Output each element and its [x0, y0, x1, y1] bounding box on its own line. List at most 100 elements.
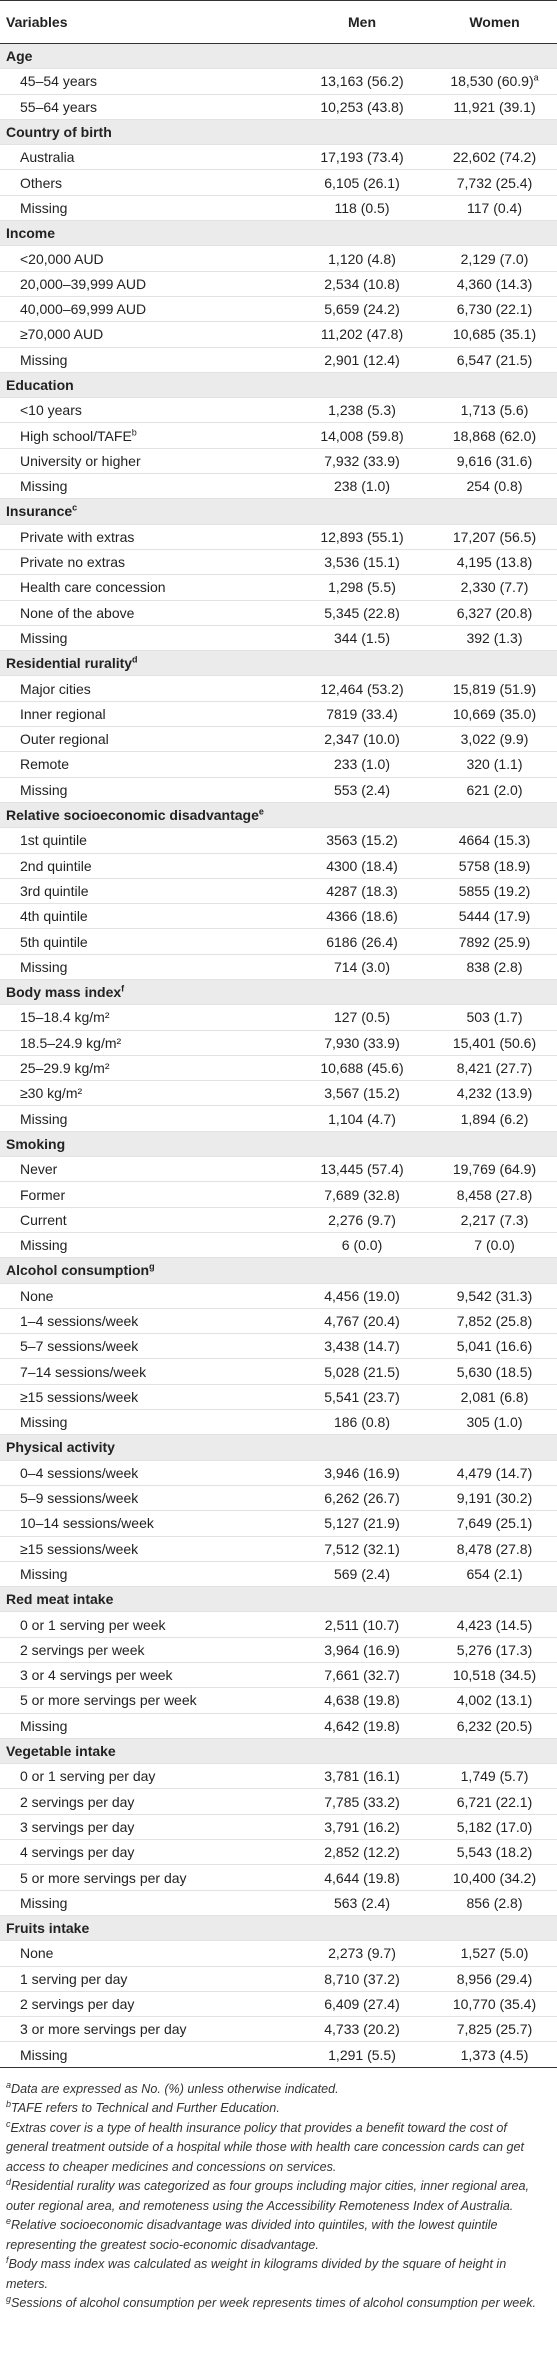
- cell: 563 (2.4): [292, 1890, 432, 1916]
- row-label: 3 servings per day: [0, 1814, 292, 1841]
- data-row: Former 7,689 (32.8) 8,458 (27.8): [0, 1181, 557, 1208]
- cell: 1,120 (4.8): [292, 245, 432, 272]
- cell-text: 621 (2.0): [466, 781, 523, 798]
- row-label: Missing: [0, 1232, 292, 1259]
- data-row: 2 servings per day 6,409 (27.4) 10,770 (35…: [0, 1991, 557, 2018]
- row-label: Current: [0, 1207, 292, 1233]
- row-label: 25–29.9 kg/m²: [0, 1055, 292, 1082]
- cell-text: 0–4 sessions/week: [20, 1464, 139, 1481]
- cell-text: 2,273 (9.7): [328, 1945, 396, 1962]
- cell-text: 4,733 (20.2): [324, 2021, 400, 2038]
- cell-text: 238 (1.0): [333, 478, 391, 495]
- cell-text: 15,819 (51.9): [452, 680, 537, 697]
- cell-text: 5 or more servings per day: [20, 1869, 187, 1886]
- cell-text: 2 servings per week: [20, 1641, 145, 1658]
- cell-text: 55–64 years: [20, 98, 98, 115]
- cell-text: Outer regional: [20, 731, 109, 748]
- cell: 3,946 (16.9): [292, 1460, 432, 1486]
- cell: 5,630 (18.5): [432, 1358, 557, 1385]
- cell-text: 1,373 (4.5): [460, 2046, 529, 2063]
- data-row: Missing 2,901 (12.4) 6,547 (21.5): [0, 347, 557, 373]
- table-body: Age 45–54 years 13,163 (56.2) 18,530 (60.9)…: [0, 43, 557, 2068]
- data-row: Inner regional 7819 (33.4) 10,669 (35.0): [0, 701, 557, 728]
- cell-text: 6,730 (22.1): [456, 301, 533, 318]
- cell: 7819 (33.4): [292, 701, 432, 728]
- cell-text: 4,642 (19.8): [324, 1717, 400, 1734]
- column-header: Variables: [0, 0, 292, 44]
- cell-text: Missing: [20, 1237, 68, 1254]
- cell-text: 4,479 (14.7): [456, 1464, 533, 1481]
- footnote-mark: f: [121, 983, 125, 994]
- cell: 18,868 (62.0): [432, 422, 557, 449]
- section-row: Insurancec: [0, 498, 557, 525]
- cell: 5444 (17.9): [432, 903, 557, 930]
- cell: 1,373 (4.5): [432, 2041, 557, 2068]
- cell: 305 (1.0): [432, 1409, 557, 1436]
- cell-text: 6,327 (20.8): [456, 604, 533, 621]
- cell: 4,002 (13.1): [432, 1687, 557, 1714]
- cell-text: 5,630 (18.5): [456, 1363, 533, 1380]
- cell-text: 5444 (17.9): [458, 908, 531, 925]
- footnote-text: Residential rurality was categorized as …: [6, 2179, 530, 2213]
- cell-text: 7,785 (33.2): [324, 1793, 400, 1810]
- cell: 12,464 (53.2): [292, 675, 432, 702]
- cell: 621 (2.0): [432, 777, 557, 803]
- cell-text: 1–4 sessions/week: [20, 1312, 139, 1329]
- cell: 2,276 (9.7): [292, 1207, 432, 1233]
- section-title: Country of birth: [0, 119, 557, 146]
- data-row: ≥15 sessions/week 5,541 (23.7) 2,081 (6.8): [0, 1384, 557, 1411]
- cell: 8,710 (37.2): [292, 1966, 432, 1992]
- row-label: Private no extras: [0, 549, 292, 576]
- cell: 5,543 (18.2): [432, 1839, 557, 1866]
- row-label: <10 years: [0, 397, 292, 424]
- cell: 7 (0.0): [432, 1232, 557, 1259]
- cell-text: None: [20, 1945, 54, 1962]
- cell: 4,644 (19.8): [292, 1864, 432, 1891]
- section-text: Body mass index: [6, 984, 122, 1001]
- cell: 7892 (25.9): [432, 928, 557, 955]
- cell-text: 1,238 (5.3): [328, 402, 396, 419]
- section-row: Income: [0, 220, 557, 247]
- cell: 2,081 (6.8): [432, 1384, 557, 1411]
- data-row: Missing 118 (0.5) 117 (0.4): [0, 195, 557, 222]
- cell: 4,423 (14.5): [432, 1611, 557, 1638]
- cell: 17,207 (56.5): [432, 524, 557, 550]
- cell: 238 (1.0): [292, 473, 432, 500]
- cell-text: 8,458 (27.8): [456, 1186, 533, 1203]
- cell: 10,253 (43.8): [292, 94, 432, 120]
- cell: 2,330 (7.7): [432, 574, 557, 601]
- cell: 6,327 (20.8): [432, 600, 557, 626]
- cell: 2,511 (10.7): [292, 1611, 432, 1638]
- cell: 9,616 (31.6): [432, 448, 557, 475]
- cell-text: 4366 (18.6): [326, 908, 398, 925]
- data-row: 1–4 sessions/week 4,767 (20.4) 7,852 (25.8…: [0, 1308, 557, 1335]
- section-title: Vegetable intake: [0, 1738, 557, 1765]
- cell-text: 2 servings per day: [20, 1996, 135, 2012]
- cell: 392 (1.3): [432, 625, 557, 652]
- row-label: 2 servings per day: [0, 1991, 292, 2018]
- cell-text: 0 or 1 serving per week: [20, 1616, 166, 1633]
- cell: 10,685 (35.1): [432, 321, 557, 348]
- row-label: Missing: [0, 1890, 292, 1916]
- cell: 4,642 (19.8): [292, 1713, 432, 1739]
- cell: 10,688 (45.6): [292, 1055, 432, 1082]
- cell: 10,400 (34.2): [432, 1864, 557, 1891]
- cell-text: 2,081 (6.8): [460, 1388, 529, 1405]
- cell: 4,232 (13.9): [432, 1080, 557, 1107]
- cell: 4366 (18.6): [292, 903, 432, 930]
- cell-text: ≥15 sessions/week: [20, 1388, 139, 1405]
- data-row: 20,000–39,999 AUD 2,534 (10.8) 4,360 (14.3…: [0, 271, 557, 297]
- cell: 7,512 (32.1): [292, 1536, 432, 1562]
- cell-text: 5,541 (23.7): [324, 1388, 400, 1405]
- cell-text: 117 (0.4): [467, 199, 522, 216]
- cell-text: 7892 (25.9): [458, 933, 531, 950]
- row-label: Missing: [0, 1409, 292, 1436]
- cell-text: 4,644 (19.8): [324, 1869, 400, 1886]
- data-table: Variables Men Women Age 45–54 years 13,163…: [0, 0, 557, 2068]
- cell-text: Missing: [20, 781, 68, 798]
- cell-text: Missing: [20, 1110, 68, 1127]
- footnote-mark: d: [6, 2177, 12, 2188]
- cell-text: 3,022 (9.9): [460, 731, 529, 748]
- section-row: Residential ruralityd: [0, 650, 557, 677]
- cell: 9,542 (31.3): [432, 1283, 557, 1309]
